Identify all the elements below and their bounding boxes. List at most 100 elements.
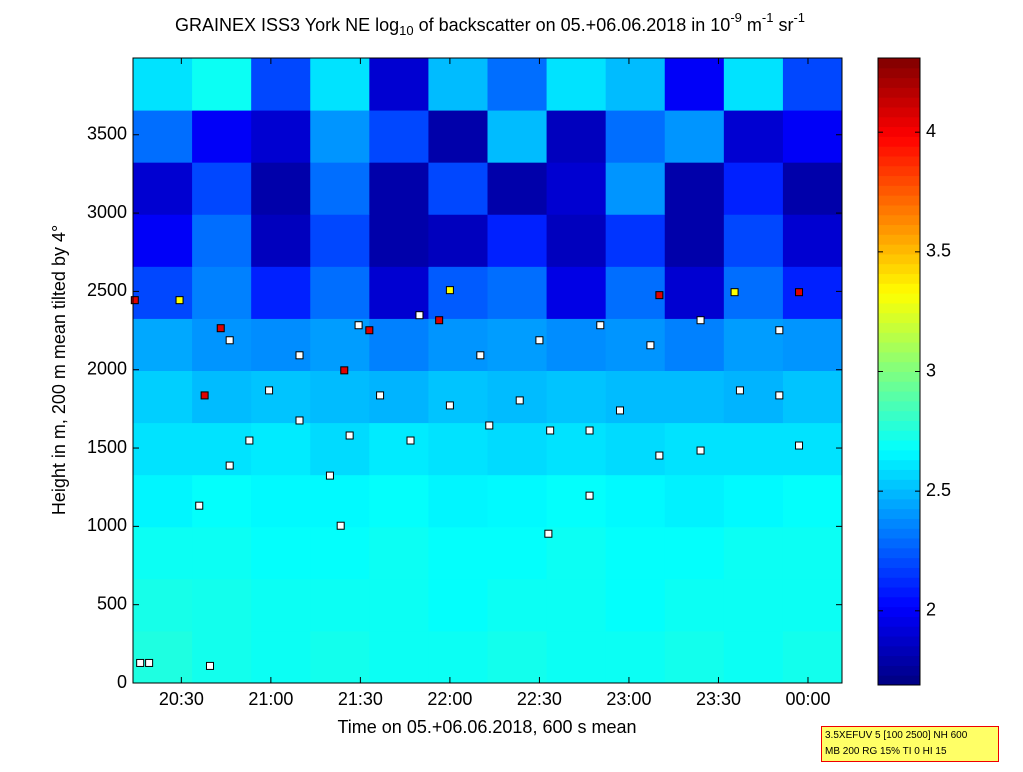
layer-point xyxy=(476,351,485,360)
plot-frame xyxy=(132,57,843,684)
cell xyxy=(310,370,370,424)
colorbar-step xyxy=(878,479,920,490)
cell xyxy=(723,214,784,267)
cell xyxy=(133,370,193,424)
y-tick-label: 0 xyxy=(117,672,127,692)
cell xyxy=(487,474,548,528)
cell xyxy=(782,214,843,267)
cell xyxy=(133,422,193,476)
layer-point xyxy=(445,401,454,410)
cell xyxy=(782,110,843,163)
cell xyxy=(723,630,784,684)
colorbar-step xyxy=(878,263,920,275)
cell xyxy=(428,526,488,580)
y-axis-label: Height in m, 200 m mean tilted by 4° xyxy=(49,225,69,515)
layer-point xyxy=(325,471,334,480)
colorbar-step xyxy=(878,381,920,392)
cell xyxy=(310,214,370,267)
colorbar-step xyxy=(878,587,920,598)
colorbar-step xyxy=(878,302,920,314)
cell xyxy=(428,266,488,319)
cell xyxy=(487,110,548,163)
colorbar-step xyxy=(878,214,920,226)
colorbar-step xyxy=(878,195,920,206)
cell xyxy=(664,266,725,319)
colorbar-step xyxy=(878,136,920,147)
cell xyxy=(664,474,725,528)
cell xyxy=(782,526,843,580)
cell xyxy=(782,162,843,215)
cell xyxy=(310,110,370,163)
heatmap xyxy=(133,58,843,684)
colorbar-step xyxy=(878,234,920,245)
cell xyxy=(782,422,843,476)
cell xyxy=(133,266,193,319)
y-tick-label: 1500 xyxy=(87,437,127,457)
cell xyxy=(723,370,784,424)
cell xyxy=(605,578,666,632)
cell xyxy=(546,526,607,580)
colorbar-step xyxy=(878,538,920,549)
cell xyxy=(428,630,488,684)
colorbar-step xyxy=(878,596,920,608)
cell xyxy=(428,318,488,371)
colorbar-step xyxy=(878,371,920,382)
cell xyxy=(782,318,843,371)
cell xyxy=(251,110,311,163)
colorbar-step xyxy=(878,675,920,686)
layer-point xyxy=(515,396,524,405)
layer-point xyxy=(646,341,655,350)
colorbar-step xyxy=(878,312,920,324)
cell xyxy=(310,474,370,528)
cell xyxy=(310,526,370,580)
cell xyxy=(723,110,784,163)
cell xyxy=(369,630,429,684)
cell xyxy=(251,422,311,476)
cell xyxy=(133,162,193,215)
cell xyxy=(310,422,370,476)
cell xyxy=(664,422,725,476)
layer-point xyxy=(735,386,744,395)
cell xyxy=(133,526,193,580)
colorbar-step xyxy=(878,273,920,284)
colorbar-step xyxy=(878,557,920,568)
y-tick-label: 1000 xyxy=(87,515,127,535)
layer-point xyxy=(200,391,209,400)
layer-point xyxy=(696,446,705,455)
cell xyxy=(133,474,193,528)
cell xyxy=(192,474,252,528)
cell xyxy=(133,578,193,632)
cell xyxy=(546,162,607,215)
layer-point xyxy=(345,431,354,440)
colorbar-step xyxy=(878,459,920,470)
colorbar-step xyxy=(878,410,920,421)
colorbar-step xyxy=(878,449,920,461)
layer-point xyxy=(795,441,804,450)
colorbar-step xyxy=(878,567,920,578)
colorbar-step xyxy=(878,469,920,480)
layer-point xyxy=(535,336,544,345)
colorbar-step xyxy=(878,655,920,666)
cell xyxy=(487,630,548,684)
x-axis-label: Time on 05.+06.06.2018, 600 s mean xyxy=(337,717,636,737)
cell xyxy=(310,162,370,215)
colorbar-step xyxy=(878,126,920,137)
colorbar-step xyxy=(878,106,920,118)
cell xyxy=(723,422,784,476)
x-tick-label: 22:00 xyxy=(427,689,472,709)
y-tick-label: 2000 xyxy=(87,358,127,378)
layer-point xyxy=(596,321,605,330)
cell xyxy=(192,162,252,215)
layer-point xyxy=(265,386,274,395)
cell xyxy=(723,526,784,580)
cell xyxy=(546,266,607,319)
cell xyxy=(664,58,725,111)
cell xyxy=(428,58,488,111)
cell xyxy=(723,318,784,371)
colorbar-step xyxy=(878,400,920,412)
colorbar-step xyxy=(878,165,920,177)
colorbar-step xyxy=(878,77,920,88)
colorbar-step xyxy=(878,351,920,363)
colorbar-step xyxy=(878,155,920,167)
cell xyxy=(369,318,429,371)
